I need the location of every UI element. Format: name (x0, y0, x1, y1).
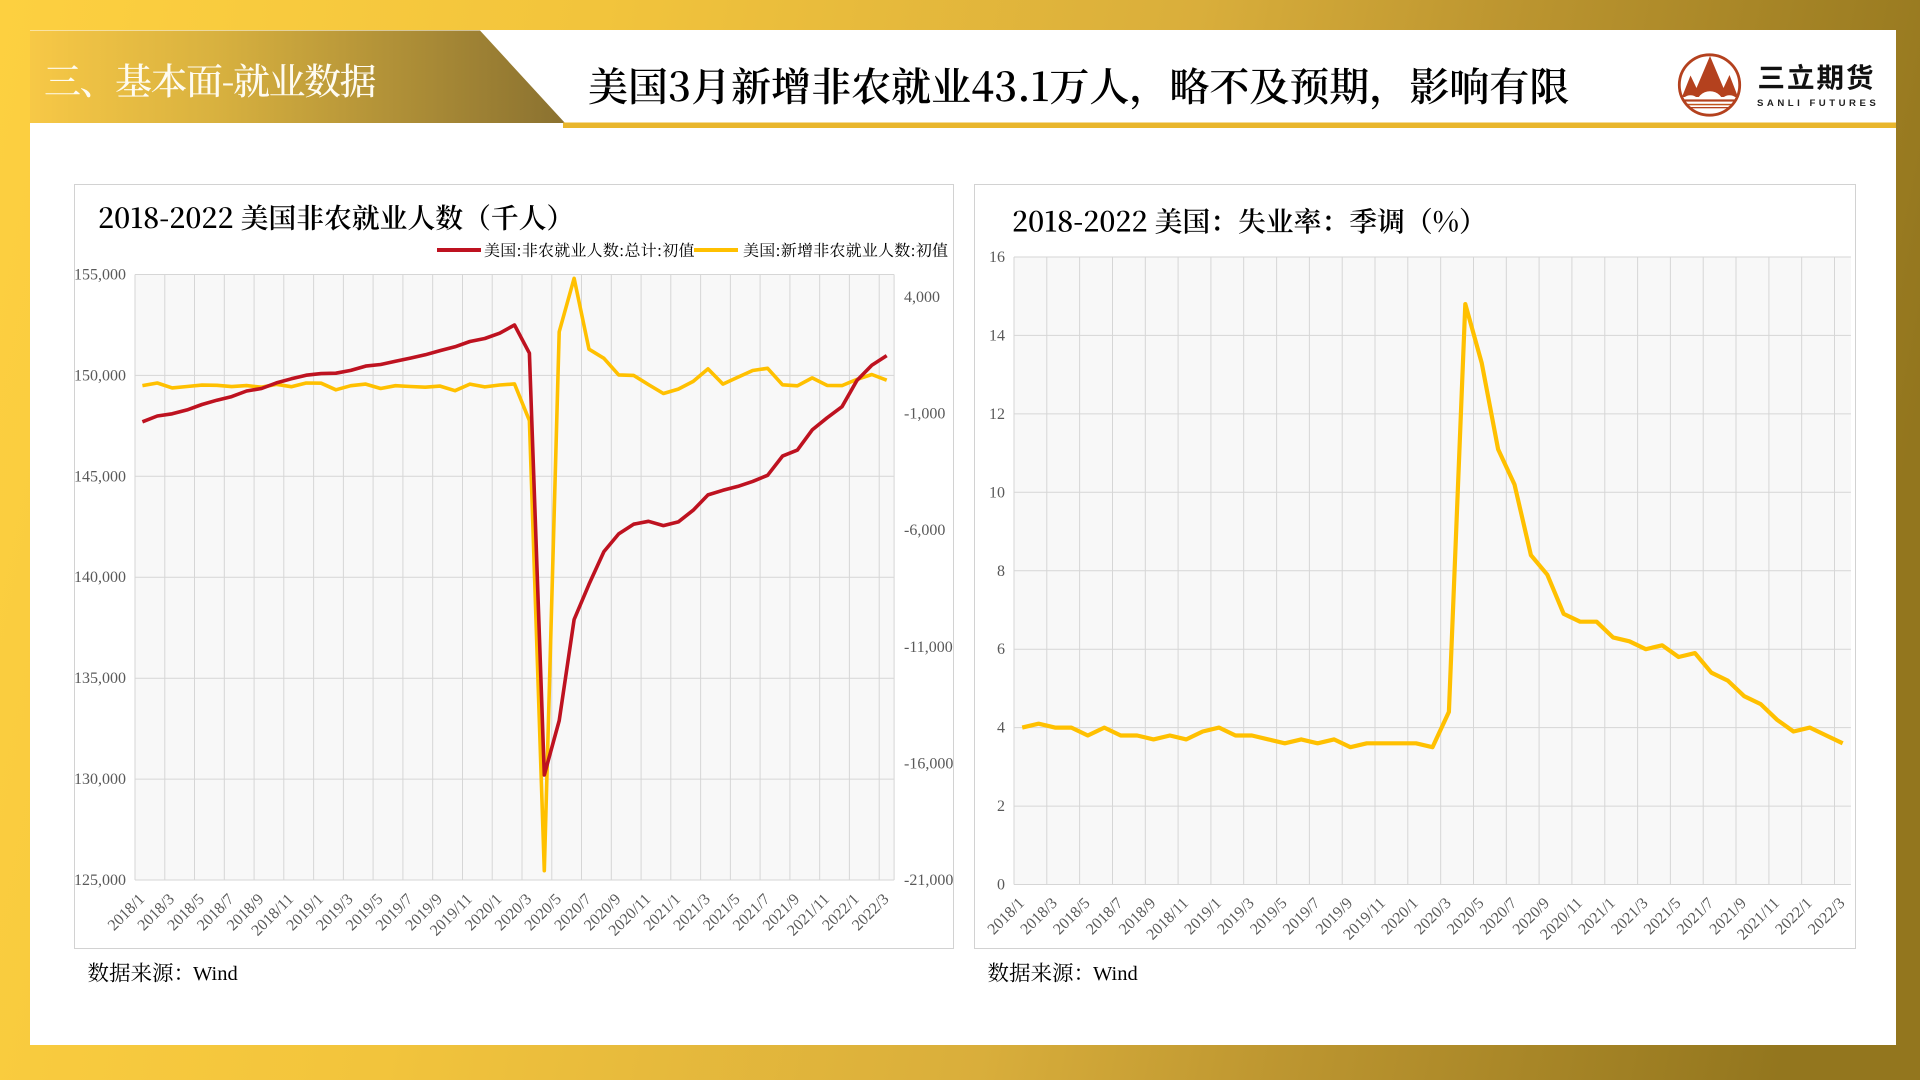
svg-text:-21,000: -21,000 (904, 872, 953, 889)
svg-text:Wind: Wind (1093, 963, 1138, 985)
svg-text:145,000: 145,000 (74, 468, 126, 485)
svg-text:150,000: 150,000 (74, 367, 126, 384)
svg-text:4: 4 (997, 720, 1005, 737)
svg-text:10: 10 (989, 484, 1005, 501)
svg-text:0: 0 (997, 877, 1005, 894)
svg-text:-16,000: -16,000 (904, 755, 953, 772)
svg-text:140,000: 140,000 (74, 569, 126, 586)
svg-text:12: 12 (989, 406, 1005, 423)
svg-text:130,000: 130,000 (74, 771, 126, 788)
svg-text:4,000: 4,000 (904, 289, 940, 306)
svg-text:-11,000: -11,000 (904, 639, 953, 656)
svg-text:Wind: Wind (193, 963, 238, 985)
svg-text:6: 6 (997, 641, 1005, 658)
svg-text:125,000: 125,000 (74, 872, 126, 889)
svg-text:SANLI FUTURES: SANLI FUTURES (1757, 98, 1879, 109)
svg-text:16: 16 (989, 249, 1005, 266)
svg-text:8: 8 (997, 563, 1005, 580)
svg-text:14: 14 (989, 327, 1005, 344)
svg-text:-1,000: -1,000 (904, 406, 945, 423)
svg-text:-6,000: -6,000 (904, 522, 945, 539)
svg-text:135,000: 135,000 (74, 670, 126, 687)
svg-text:2: 2 (997, 798, 1005, 815)
svg-text:155,000: 155,000 (74, 267, 126, 284)
